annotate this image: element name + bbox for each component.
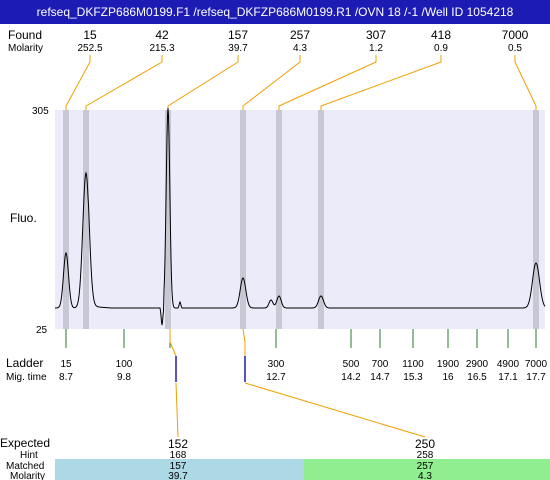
ladder-size-label: 500 [343,359,360,370]
fluorescence-trace [55,107,546,326]
ladder-size-label: 2900 [466,359,489,370]
ladder-time-label: 14.2 [341,372,361,383]
matched-value-label: 157 [170,461,187,472]
expected-connector [244,382,426,438]
ladder-size-label: 700 [372,359,389,370]
ladder-size-label: 100 [116,359,133,370]
found-connector [167,55,239,110]
found-label: Found [8,28,42,42]
peak-marker-band [165,110,171,329]
ladder-size-label: 15 [60,359,72,370]
ladder-size-label: 300 [268,359,285,370]
ladder-label: Ladder [6,356,43,370]
ladder-time-label: 12.7 [266,372,286,383]
peak-marker-band [318,110,324,329]
peak-marker-band [276,110,282,329]
found-connector [242,55,301,110]
ladder-size-label: 4900 [497,359,520,370]
ladder-time-label: 16 [442,372,454,383]
found-connector [85,55,163,110]
hint-value-label: 258 [417,450,434,461]
matched-band-2 [304,459,550,480]
found-connector [65,55,91,110]
chart-title: refseq_DKFZP686M0199.F1 /refseq_DKFZP686… [0,0,550,24]
found-molarity-label: 0.9 [434,43,448,54]
ladder-time-label: 8.7 [59,372,73,383]
found-molarity-label: 39.7 [228,43,248,54]
matched-label: Matched [6,461,44,472]
expected-size-label: 152 [168,437,188,451]
found-molarity-label: 252.5 [77,43,102,54]
ladder-time-label: 17.1 [498,372,518,383]
expected-connector [175,382,179,438]
found-size-label: 42 [155,28,169,42]
ladder-connector [242,328,246,356]
ladder-time-label: 14.7 [370,372,390,383]
molarity-label: Molarity [8,43,43,54]
matched-bands [55,459,550,480]
molarity-bottom-label: Molarity [10,471,45,480]
hint-label: Hint [20,450,38,461]
expected-label: Expected [0,436,50,450]
mig-time-label: Mig. time [6,372,47,383]
ladder-size-label: 1100 [402,359,424,370]
found-size-label: 157 [228,28,248,42]
fluo-axis-label: Fluo. [10,211,37,225]
ladder-time-label: 15.3 [403,372,423,383]
found-size-label: 418 [431,28,451,42]
found-molarity-label: 0.5 [508,43,522,54]
ladder-connector [169,329,177,357]
ladder-size-label: 1900 [437,359,460,370]
peak-marker-band [240,110,246,329]
y-tick-top: 305 [32,106,49,117]
plot-area [55,110,545,329]
ladder-time-label: 16.5 [467,372,487,383]
peak-marker-band [83,110,89,329]
matched-molarity-label: 4.3 [418,471,432,480]
matched-molarity-label: 39.7 [168,471,188,480]
matched-value-label: 257 [417,461,434,472]
found-connector [278,55,377,110]
found-size-label: 15 [83,28,97,42]
found-molarity-label: 1.2 [369,43,383,54]
found-size-label: 7000 [502,28,529,42]
found-molarity-label: 4.3 [293,43,307,54]
expected-size-label: 250 [415,437,435,451]
found-size-label: 307 [366,28,386,42]
peak-marker-band [533,110,539,329]
found-connector [514,55,537,110]
matched-band-1 [55,459,304,480]
ladder-time-label: 9.8 [117,372,131,383]
found-size-label: 257 [290,28,310,42]
y-tick-bottom: 25 [36,325,48,336]
peak-marker-band [63,110,69,329]
found-connector [320,55,442,110]
ladder-size-label: 7000 [525,359,548,370]
hint-value-label: 168 [170,450,187,461]
found-molarity-label: 215.3 [149,43,174,54]
ladder-time-label: 17.7 [526,372,546,383]
